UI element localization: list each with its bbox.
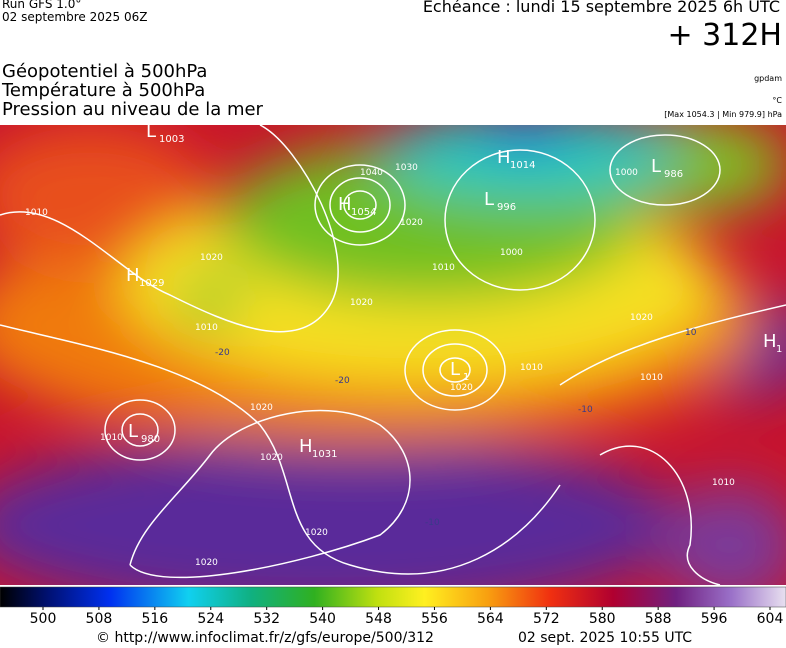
center-type: L xyxy=(484,189,494,210)
center-pressure: 1003 xyxy=(159,134,184,145)
isobar-label: 1000 xyxy=(500,248,523,258)
tick-label: 596 xyxy=(701,611,728,627)
isobar-label: 1020 xyxy=(350,298,373,308)
isobar-label: 1020 xyxy=(450,383,473,393)
tick-label: 588 xyxy=(645,611,672,627)
center-type: L xyxy=(450,359,460,380)
run-date: 02 septembre 2025 06Z xyxy=(2,10,148,24)
tick-label: 548 xyxy=(365,611,392,627)
isobar-label: 1020 xyxy=(630,313,653,323)
field-3: Pression au niveau de la mer xyxy=(2,99,263,120)
temperature-field xyxy=(0,125,786,585)
isobar-label: 1010 xyxy=(100,433,123,443)
center-type: L xyxy=(146,125,156,142)
tick-label: 572 xyxy=(533,611,560,627)
isobar-label: 1020 xyxy=(260,453,283,463)
colorbar xyxy=(0,586,786,608)
center-type: L xyxy=(128,421,138,442)
field-1: Géopotentiel à 500hPa xyxy=(2,61,208,82)
temperature-label: -10 xyxy=(425,518,440,528)
field-2: Température à 500hPa xyxy=(2,80,206,101)
center-pressure: 1029 xyxy=(139,278,164,289)
generated: 02 sept. 2025 10:55 UTC xyxy=(518,630,693,646)
tick-label: 580 xyxy=(589,611,616,627)
legend: 500 508 516 524 532 540 548 556 564 572 580 588 596 6… xyxy=(0,586,786,627)
tick-label: 516 xyxy=(141,611,168,627)
center-pressure: 980 xyxy=(141,434,160,445)
center-pressure: 986 xyxy=(664,169,683,180)
isobar-label: 1010 xyxy=(432,263,455,273)
temperature-label: -20 xyxy=(335,376,350,386)
isobar-label: 1020 xyxy=(305,528,328,538)
center-pressure: 1014 xyxy=(510,160,535,171)
isobar-label: 1010 xyxy=(520,363,543,373)
temperature-label: 10 xyxy=(685,328,697,338)
center-pressure: 1 xyxy=(463,372,469,383)
run: Run GFS 1.0° xyxy=(2,0,82,11)
unit-3: [Max 1054.3 | Min 979.9] hPa xyxy=(664,110,782,119)
center-pressure: 1054 xyxy=(351,207,376,218)
isobar-label: 1030 xyxy=(395,163,418,173)
center-type: H xyxy=(126,265,140,286)
tick-label: 508 xyxy=(86,611,113,627)
isobar-label: 1010 xyxy=(712,478,735,488)
isobar-label: 1020 xyxy=(200,253,223,263)
isobar-label: 1010 xyxy=(25,208,48,218)
forecast-step: + 312H xyxy=(667,18,783,53)
isobar-lines xyxy=(0,125,786,585)
temperature-label: -10 xyxy=(578,405,593,415)
isobar-label: 1020 xyxy=(195,558,218,568)
isobar-label: 1020 xyxy=(250,403,273,413)
isobar-label: 1010 xyxy=(195,323,218,333)
unit-1: gpdam xyxy=(754,74,782,83)
tick-label: 556 xyxy=(421,611,448,627)
isobar-label: 1020 xyxy=(400,218,423,228)
unit-2: °C xyxy=(772,96,782,105)
center-type: H xyxy=(497,147,511,168)
center-type: H xyxy=(299,436,313,457)
center-type: H xyxy=(338,194,352,215)
tick-label: 540 xyxy=(309,611,336,627)
isobar-label: 1000 xyxy=(615,168,638,178)
center-type: H xyxy=(763,331,777,352)
temperature-label: -20 xyxy=(215,348,230,358)
center-pressure: 1031 xyxy=(312,449,337,460)
tick-label: 564 xyxy=(477,611,504,627)
center-pressure: 996 xyxy=(497,202,516,213)
valid-time: Echéance : lundi 15 septembre 2025 6h UT… xyxy=(422,0,780,16)
tick-label: 500 xyxy=(30,611,57,627)
source: © http://www.infoclimat.fr/z/gfs/europe/… xyxy=(96,630,434,646)
center-type: L xyxy=(651,156,661,177)
tick-label: 524 xyxy=(197,611,224,627)
tick-label: 604 xyxy=(757,611,784,627)
isobar-label: 1010 xyxy=(640,373,663,383)
isobar-label: 1040 xyxy=(360,168,383,178)
center-pressure: 1 xyxy=(776,344,782,355)
tick-label: 532 xyxy=(253,611,280,627)
